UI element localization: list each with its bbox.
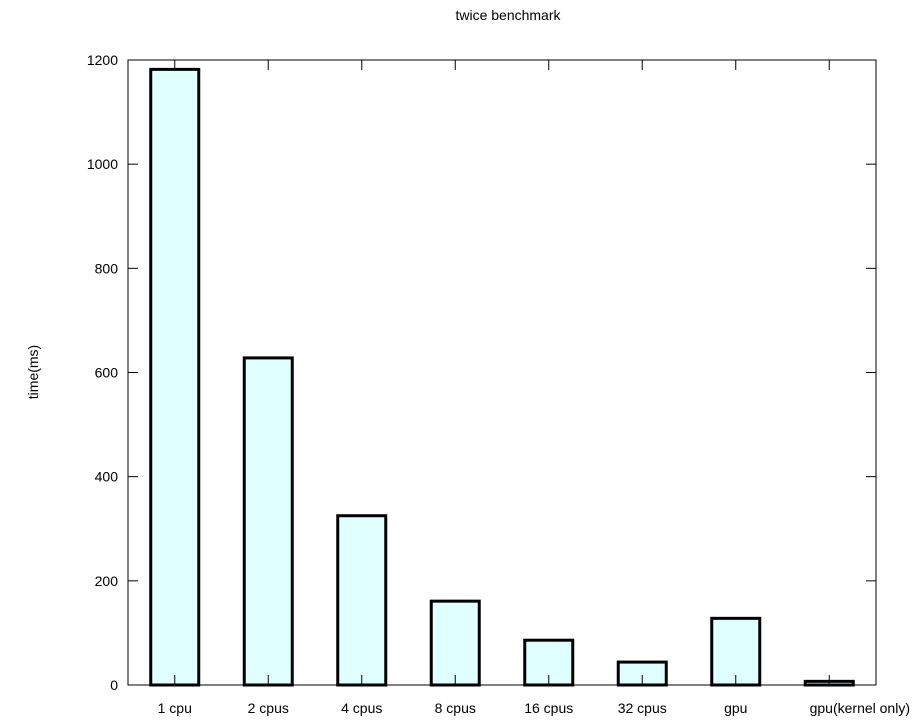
y-tick-label: 600 [95, 365, 119, 381]
x-tick-label: 8 cpus [435, 700, 476, 716]
y-tick-label: 800 [95, 260, 119, 276]
y-tick-label: 0 [110, 677, 118, 693]
y-axis-ticks: 0 200 400 600 800 1000 1200 [87, 52, 876, 693]
x-tick-label: gpu [724, 700, 747, 716]
x-tick-label: gpu(kernel only) [810, 700, 910, 716]
bar [242, 356, 294, 687]
y-tick-label: 200 [95, 573, 119, 589]
x-tick-label: 32 cpus [618, 700, 667, 716]
y-tick-label: 400 [95, 469, 119, 485]
y-axis-label: time(ms) [25, 345, 41, 399]
plot-frame [127, 59, 877, 686]
x-tick-label: 4 cpus [341, 700, 382, 716]
bar [336, 514, 388, 687]
bar [710, 616, 762, 687]
x-tick-label: 2 cpus [248, 700, 289, 716]
bars [149, 67, 855, 687]
y-tick-label: 1000 [87, 156, 118, 172]
x-tick-label: 16 cpus [524, 700, 573, 716]
x-axis-ticks: 1 cpu 2 cpus 4 cpus 8 cpus 16 cpus 32 cpus gpu… [158, 60, 910, 716]
bar [149, 67, 201, 687]
y-tick-label: 1200 [87, 52, 118, 68]
bar [429, 599, 481, 687]
x-tick-label: 1 cpu [158, 700, 192, 716]
chart-title: twice benchmark [455, 7, 561, 23]
